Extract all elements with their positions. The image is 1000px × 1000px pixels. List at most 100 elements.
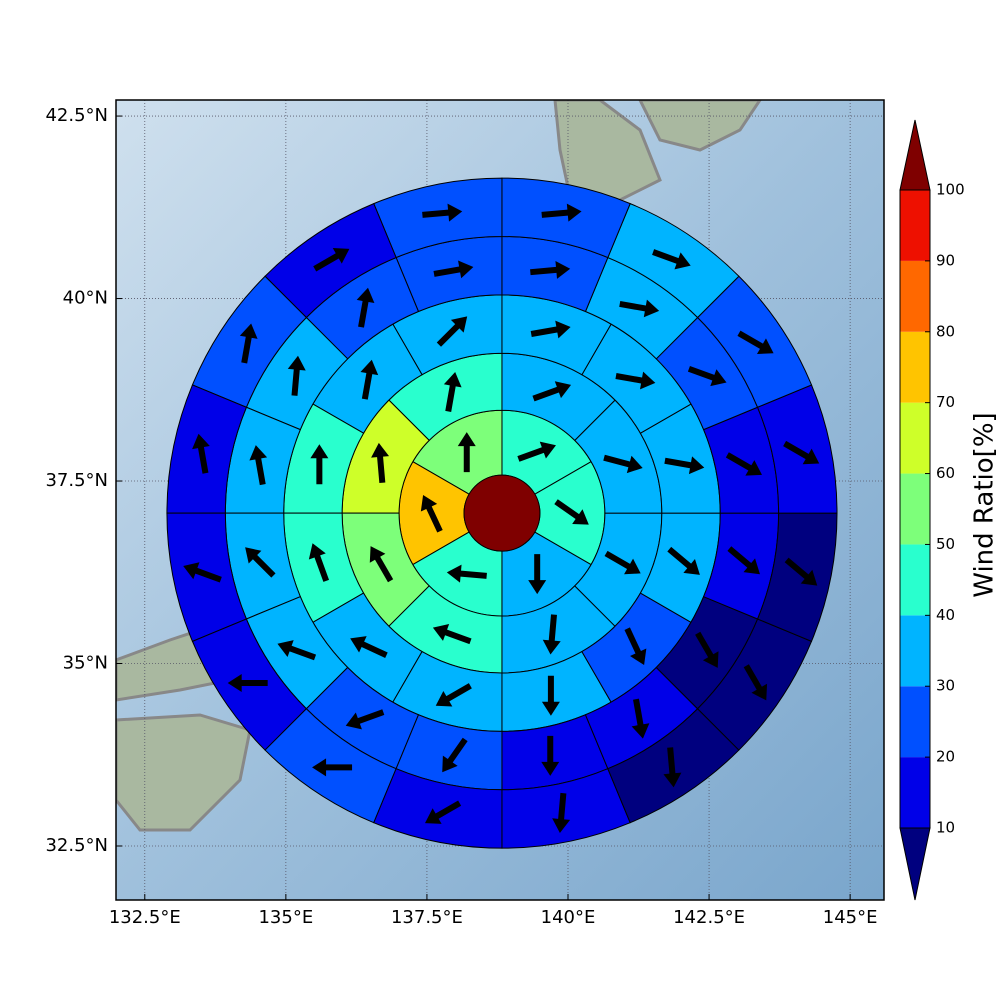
wind-arrow [542, 614, 561, 655]
wind-arrow [424, 800, 462, 824]
wind-arrow [631, 698, 650, 739]
wind-arrow [528, 554, 547, 595]
wind-arrow [737, 330, 774, 355]
colorbar-tick-label: 70 [936, 393, 955, 411]
wind-arrow [239, 323, 258, 364]
wind-arrow [192, 433, 210, 474]
x-tick-label: 137.5°E [391, 907, 463, 928]
wind-arrow [530, 260, 571, 279]
wind-arrow [695, 631, 719, 668]
colorbar: 10 20 30 40 50 60 70 80 90 100 [899, 119, 965, 901]
wind-arrow [422, 203, 463, 222]
wind-arrow [249, 445, 268, 486]
y-tick-label: 37.5°N [45, 470, 108, 491]
wind-arrow [360, 359, 379, 400]
x-tick-label: 140°E [541, 907, 596, 928]
colorbar-bin [900, 615, 930, 687]
wind-arrow [356, 287, 375, 328]
wind-arrow [310, 444, 329, 485]
sector [501, 177, 631, 259]
wind-arrow [552, 792, 571, 834]
colorbar-bin [900, 757, 930, 828]
wind-arrow [227, 674, 268, 693]
y-tick-label: 42.5°N [45, 105, 108, 126]
wind-arrow [371, 442, 390, 484]
wind-arrow [532, 381, 572, 402]
colorbar-tick-label: 40 [936, 606, 955, 624]
colorbar-tick-label: 90 [936, 251, 955, 269]
wind-arrow [446, 564, 487, 583]
wind-arrow [624, 627, 647, 665]
wind-arrow [664, 456, 705, 475]
wind-arrow [743, 664, 768, 701]
wind-arrow [369, 546, 394, 583]
wind-arrow [652, 249, 691, 270]
wind-arrow [457, 432, 476, 473]
colorbar-over [899, 119, 931, 191]
ticks: 132.5°E 135°E 137.5°E 140°E 142.5°E 145°E 32.5… [45, 105, 877, 928]
wind-sectors [166, 177, 838, 849]
wind-arrow [615, 371, 656, 390]
wind-arrows [183, 203, 820, 834]
wind-arrow [313, 248, 350, 272]
wind-arrow [345, 709, 385, 730]
wind-arrow [277, 640, 317, 661]
wind-arrow [687, 366, 727, 387]
wind-arrow [663, 747, 682, 788]
colorbar-bin [900, 686, 930, 758]
y-tick-label: 35°N [63, 653, 108, 674]
colorbar-bin [900, 331, 930, 403]
wind-arrow [604, 550, 641, 575]
wind-arrow [667, 546, 700, 575]
wind-arrow [783, 440, 820, 465]
wind-arrow [541, 735, 560, 776]
colorbar-bin [900, 260, 930, 332]
wind-arrow [725, 452, 762, 476]
wind-arrow [541, 675, 560, 716]
x-tick-label: 135°E [258, 907, 313, 928]
wind-arrow [350, 636, 388, 658]
colorbar-tick-label: 80 [936, 322, 955, 340]
colorbar-tick-label: 60 [936, 464, 955, 482]
wind-arrow [312, 758, 353, 777]
colorbar-tick-label: 30 [936, 677, 955, 695]
wind-arrow [727, 546, 760, 575]
wind-arrow [433, 260, 474, 279]
wind-arrow [287, 355, 306, 396]
colorbar-bin [900, 402, 930, 474]
colorbar-tick-label: 10 [936, 819, 955, 837]
colorbar-frame [899, 189, 931, 829]
wind-arrow [183, 562, 222, 583]
wind-arrow [420, 495, 443, 533]
wind-arrow [530, 320, 571, 339]
wind-arrow [442, 737, 468, 773]
wind-arrow [517, 441, 556, 462]
wind-arrow [245, 547, 276, 578]
center-disc [463, 474, 541, 552]
colorbar-under [899, 827, 931, 901]
wind-arrow [619, 299, 660, 318]
axes-frame [115, 99, 885, 901]
wind-arrow [784, 557, 818, 586]
x-tick-label: 142.5°E [673, 907, 745, 928]
x-tick-label: 145°E [823, 907, 878, 928]
wind-arrow [541, 203, 582, 222]
x-tick-label: 132.5°E [109, 907, 181, 928]
y-tick-label: 40°N [63, 288, 108, 309]
wind-arrow [432, 624, 472, 645]
wind-arrow [435, 683, 472, 707]
colorbar-bin [900, 473, 930, 545]
colorbar-tick-label: 100 [936, 181, 965, 199]
colorbar-label: Wind Ratio[%] [970, 412, 1000, 597]
colorbar-tick-label: 50 [936, 535, 955, 553]
wind-arrow [436, 316, 468, 347]
colorbar-bin [900, 544, 930, 616]
wind-arrow [308, 543, 330, 582]
colorbar-bin [900, 190, 930, 261]
wind-arrow [603, 454, 643, 474]
y-tick-label: 32.5°N [45, 835, 108, 856]
wind-arrow [554, 499, 589, 525]
wind-arrow [443, 372, 462, 412]
colorbar-tick-label: 20 [936, 748, 955, 766]
